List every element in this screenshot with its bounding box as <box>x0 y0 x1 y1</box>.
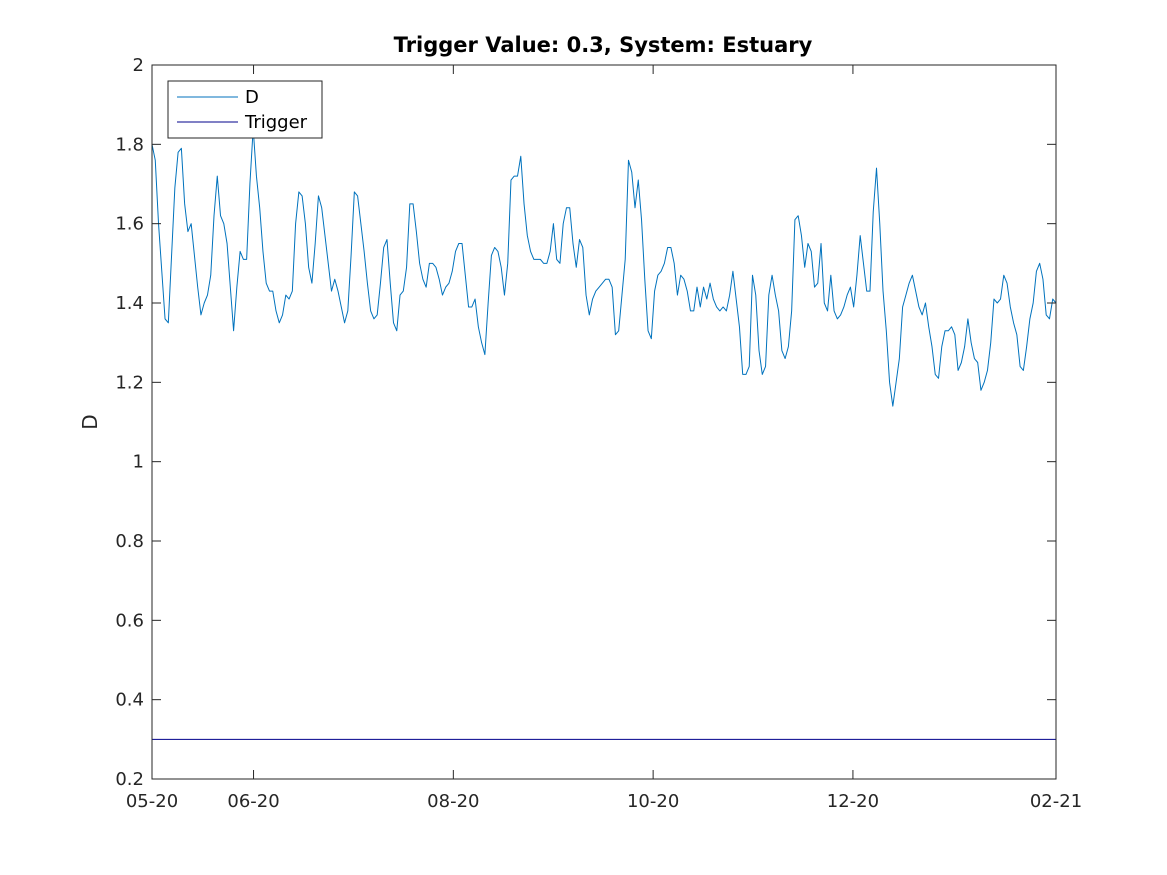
y-tick-label: 0.6 <box>115 610 144 631</box>
legend-label-d: D <box>245 87 259 108</box>
x-tick-label: 10-20 <box>627 791 679 812</box>
x-tick-label: 12-20 <box>827 791 879 812</box>
x-tick-label: 08-20 <box>427 791 479 812</box>
x-tick-label: 05-20 <box>126 791 178 812</box>
y-tick-label: 1 <box>133 452 144 473</box>
y-axis-label: D <box>78 414 102 429</box>
legend: D Trigger <box>168 81 322 138</box>
plot-background <box>152 65 1056 779</box>
y-tick-label: 0.2 <box>115 769 144 790</box>
chart-title: Trigger Value: 0.3, System: Estuary <box>394 33 813 57</box>
y-tick-label: 1.4 <box>115 293 144 314</box>
legend-label-trigger: Trigger <box>244 112 308 133</box>
y-tick-label: 1.6 <box>115 214 144 235</box>
x-tick-label: 06-20 <box>227 791 279 812</box>
y-tick-label: 1.2 <box>115 372 144 393</box>
y-tick-label: 0.4 <box>115 690 144 711</box>
y-tick-label: 1.8 <box>115 134 144 155</box>
x-tick-label: 02-21 <box>1030 791 1082 812</box>
y-tick-label: 0.8 <box>115 531 144 552</box>
y-tick-label: 2 <box>133 55 144 76</box>
